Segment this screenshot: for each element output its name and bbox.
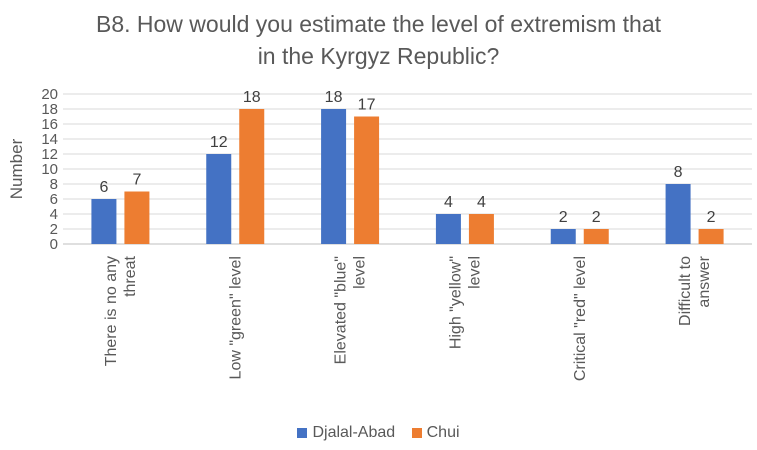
legend: Djalal-Abad Chui (0, 424, 757, 443)
legend-swatch-series-1 (297, 428, 308, 438)
y-tick-label: 10 (41, 161, 58, 178)
chart-title-line-2: in the Kyrgyz Republic? (257, 43, 500, 69)
bar (550, 229, 576, 244)
y-tick-label: 0 (50, 236, 58, 253)
x-tick-label: Elevated "blue" level (333, 256, 369, 364)
y-axis-label: Number (7, 138, 26, 199)
chart-title-line-1: B8. How would you estimate the level of … (95, 11, 662, 37)
data-label: 7 (132, 172, 141, 189)
x-tick-label: There is no any threat (103, 255, 139, 366)
x-tick-label: Difficult to answer (677, 255, 713, 326)
x-tick-label-line: Low "green" level (227, 256, 244, 379)
y-tick-label: 18 (41, 101, 58, 118)
x-tick-label-line: High "yellow" (447, 256, 464, 349)
bar (239, 109, 265, 244)
data-label: 12 (210, 134, 228, 151)
bar (321, 109, 347, 244)
bar (468, 214, 494, 244)
bar (206, 154, 232, 244)
y-tick-label: 2 (50, 221, 58, 238)
x-tick-label: Low "green" level (227, 256, 244, 379)
data-label: 6 (99, 179, 108, 196)
bar (698, 229, 724, 244)
x-tick-label: Critical "red" level (572, 256, 589, 381)
legend-item-series-1: Djalal-Abad (297, 424, 395, 442)
y-tick-label: 14 (41, 131, 58, 148)
x-tick-label-line: threat (122, 255, 139, 296)
bar (665, 184, 691, 244)
bar (354, 116, 380, 244)
y-tick-label: 12 (41, 146, 58, 163)
x-tick-label-line: There is no any (103, 256, 120, 366)
x-tick-label-line: Critical "red" level (572, 256, 589, 381)
y-tick-label: 4 (50, 206, 58, 223)
chart-title: B8. How would you estimate the level of … (0, 8, 757, 72)
y-tick-label: 8 (50, 176, 58, 193)
legend-label-series-1: Djalal-Abad (312, 424, 396, 441)
bar (583, 229, 609, 244)
legend-item-series-2: Chui (411, 424, 460, 442)
legend-swatch-series-2 (411, 428, 422, 438)
data-label: 18 (243, 89, 261, 106)
bar (435, 214, 461, 244)
data-label: 4 (444, 194, 453, 211)
x-tick-label-line: answer (696, 255, 713, 307)
x-tick-label-line: level (466, 256, 483, 289)
data-label: 17 (358, 97, 376, 114)
legend-label-series-2: Chui (426, 424, 460, 441)
bar (91, 199, 117, 244)
x-tick-label-line: Difficult to (677, 256, 694, 326)
x-tick-label: High "yellow" level (447, 256, 483, 349)
data-label: 2 (559, 209, 568, 226)
y-tick-label: 6 (50, 191, 58, 208)
data-label: 8 (674, 164, 683, 181)
x-tick-label-line: level (352, 256, 369, 289)
bar (124, 191, 150, 244)
y-tick-label: 16 (41, 116, 58, 133)
data-label: 2 (592, 209, 601, 226)
data-label: 18 (325, 89, 343, 106)
data-label: 2 (707, 209, 716, 226)
x-tick-label-line: Elevated "blue" (333, 256, 350, 364)
data-label: 4 (477, 194, 486, 211)
y-tick-label: 20 (41, 86, 58, 103)
